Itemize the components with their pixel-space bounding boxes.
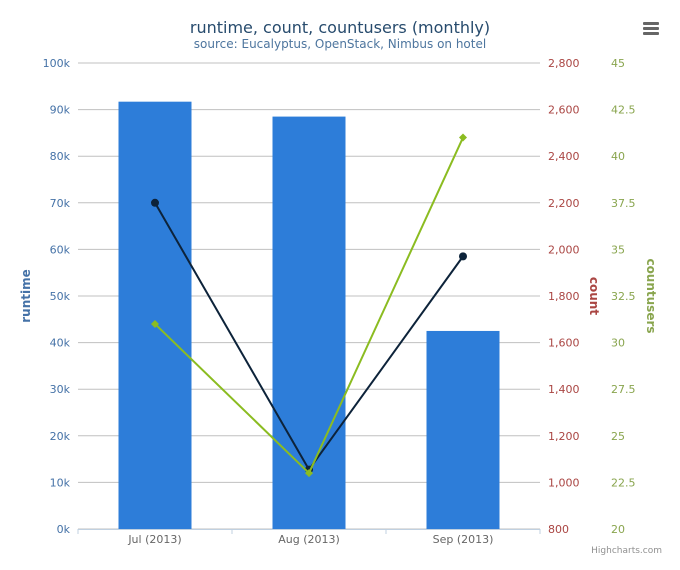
point-countusers <box>459 133 467 142</box>
y-tick-label-count: 2,000 <box>548 243 580 256</box>
y-tick-label-runtime: 90k <box>50 104 71 117</box>
axes: 0k 10k 20k 30k 40k 50k 60k 70k 80k 90k 100k 800 1,00… <box>43 57 636 546</box>
y-tick-label-count: 800 <box>548 523 569 536</box>
y-tick-label-runtime: 100k <box>43 57 71 70</box>
y-tick-label-countusers: 27.5 <box>611 383 636 396</box>
y-tick-label-countusers: 20 <box>611 523 625 536</box>
y-tick-label-runtime: 80k <box>50 150 71 163</box>
runtime-bars <box>118 101 500 529</box>
y-tick-label-runtime: 0k <box>57 523 71 536</box>
y-tick-label-countusers: 35 <box>611 243 625 256</box>
bar-runtime <box>272 116 346 529</box>
y-tick-label-count: 2,800 <box>548 57 580 70</box>
y-tick-label-runtime: 60k <box>50 243 71 256</box>
x-tick-label: Jul (2013) <box>127 533 181 546</box>
y-tick-label-countusers: 32.5 <box>611 290 636 303</box>
y-tick-label-runtime: 50k <box>50 290 71 303</box>
point-count <box>459 252 467 261</box>
y-axis-title-runtime: runtime <box>19 269 33 323</box>
y-tick-label-countusers: 30 <box>611 337 625 350</box>
y-tick-label-count: 1,200 <box>548 430 580 443</box>
bar-runtime <box>118 101 192 529</box>
credits-link[interactable]: Highcharts.com <box>591 546 662 556</box>
y-tick-label-count: 2,400 <box>548 150 580 163</box>
y-tick-label-countusers: 22.5 <box>611 476 636 489</box>
point-countusers <box>151 319 159 328</box>
y-tick-label-count: 1,600 <box>548 337 580 350</box>
point-countusers <box>305 469 313 478</box>
y-axis-title-countusers: countusers <box>644 258 658 333</box>
bar-runtime <box>426 330 500 529</box>
chart-title: runtime, count, countusers (monthly) <box>190 18 490 37</box>
y-axis-title-count: count <box>587 277 601 315</box>
x-tick-label: Aug (2013) <box>278 533 340 546</box>
y-tick-label-countusers: 25 <box>611 430 625 443</box>
line-series <box>151 133 467 478</box>
menu-icon[interactable] <box>638 16 664 40</box>
y-tick-label-runtime: 40k <box>50 337 71 350</box>
y-tick-label-runtime: 20k <box>50 430 71 443</box>
y-tick-label-countusers: 42.5 <box>611 104 636 117</box>
y-tick-label-count: 1,800 <box>548 290 580 303</box>
y-tick-label-runtime: 30k <box>50 383 71 396</box>
y-tick-label-count: 1,400 <box>548 383 580 396</box>
chart-subtitle: source: Eucalyptus, OpenStack, Nimbus on… <box>194 37 486 51</box>
y-tick-label-count: 1,000 <box>548 476 580 489</box>
y-tick-label-count: 2,200 <box>548 197 580 210</box>
point-count <box>151 198 159 207</box>
y-tick-label-count: 2,600 <box>548 104 580 117</box>
x-tick-label: Sep (2013) <box>433 533 494 546</box>
y-tick-label-countusers: 37.5 <box>611 197 636 210</box>
y-tick-label-countusers: 45 <box>611 57 625 70</box>
y-tick-label-runtime: 70k <box>50 197 71 210</box>
y-tick-label-runtime: 10k <box>50 476 71 489</box>
y-tick-label-countusers: 40 <box>611 150 625 163</box>
